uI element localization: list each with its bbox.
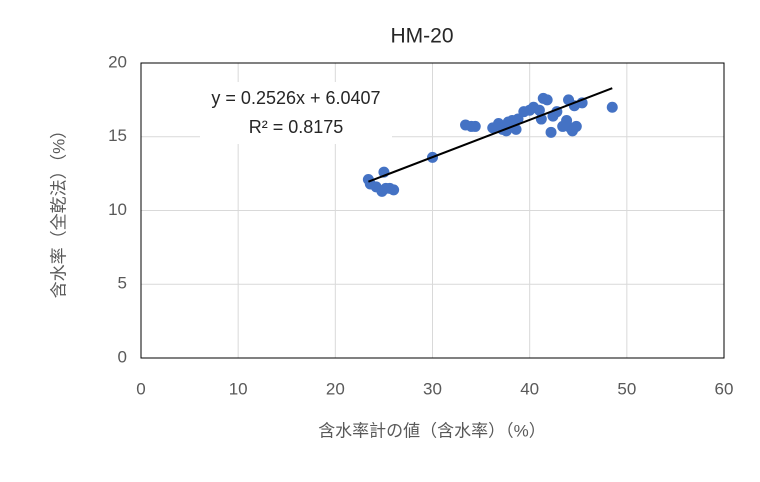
x-tick-label: 60 (715, 379, 734, 398)
point (533, 104, 545, 116)
chart-title: HM-20 (390, 25, 453, 48)
y-tick-label: 10 (108, 200, 127, 219)
point (512, 113, 524, 125)
y-axis-label: 含水率（全乾法）（%） (49, 122, 68, 299)
trendline (368, 87, 613, 183)
y-tick-label: 5 (118, 274, 127, 293)
trendline-r-squared: R² = 0.8175 (249, 117, 344, 137)
point (570, 120, 582, 132)
x-tick-label: 10 (229, 379, 248, 398)
point (541, 94, 553, 106)
y-tick-label: 20 (108, 52, 127, 71)
x-axis-label: 含水率計の値（含水率）（%） (318, 421, 546, 440)
point (388, 184, 400, 196)
y-tick-label: 15 (108, 126, 127, 145)
x-tick-label: 20 (326, 379, 345, 398)
point (545, 126, 557, 138)
x-tick-label: 30 (423, 379, 442, 398)
point (469, 120, 481, 132)
trendline-equation: y = 0.2526x + 6.0407 (211, 88, 380, 108)
x-tick-label: 40 (520, 379, 539, 398)
annotation-box (200, 82, 392, 144)
point (606, 101, 618, 113)
y-tick-label: 0 (118, 347, 127, 366)
x-tick-label: 0 (136, 379, 145, 398)
x-tick-label: 50 (617, 379, 636, 398)
plot-border (140, 62, 725, 359)
